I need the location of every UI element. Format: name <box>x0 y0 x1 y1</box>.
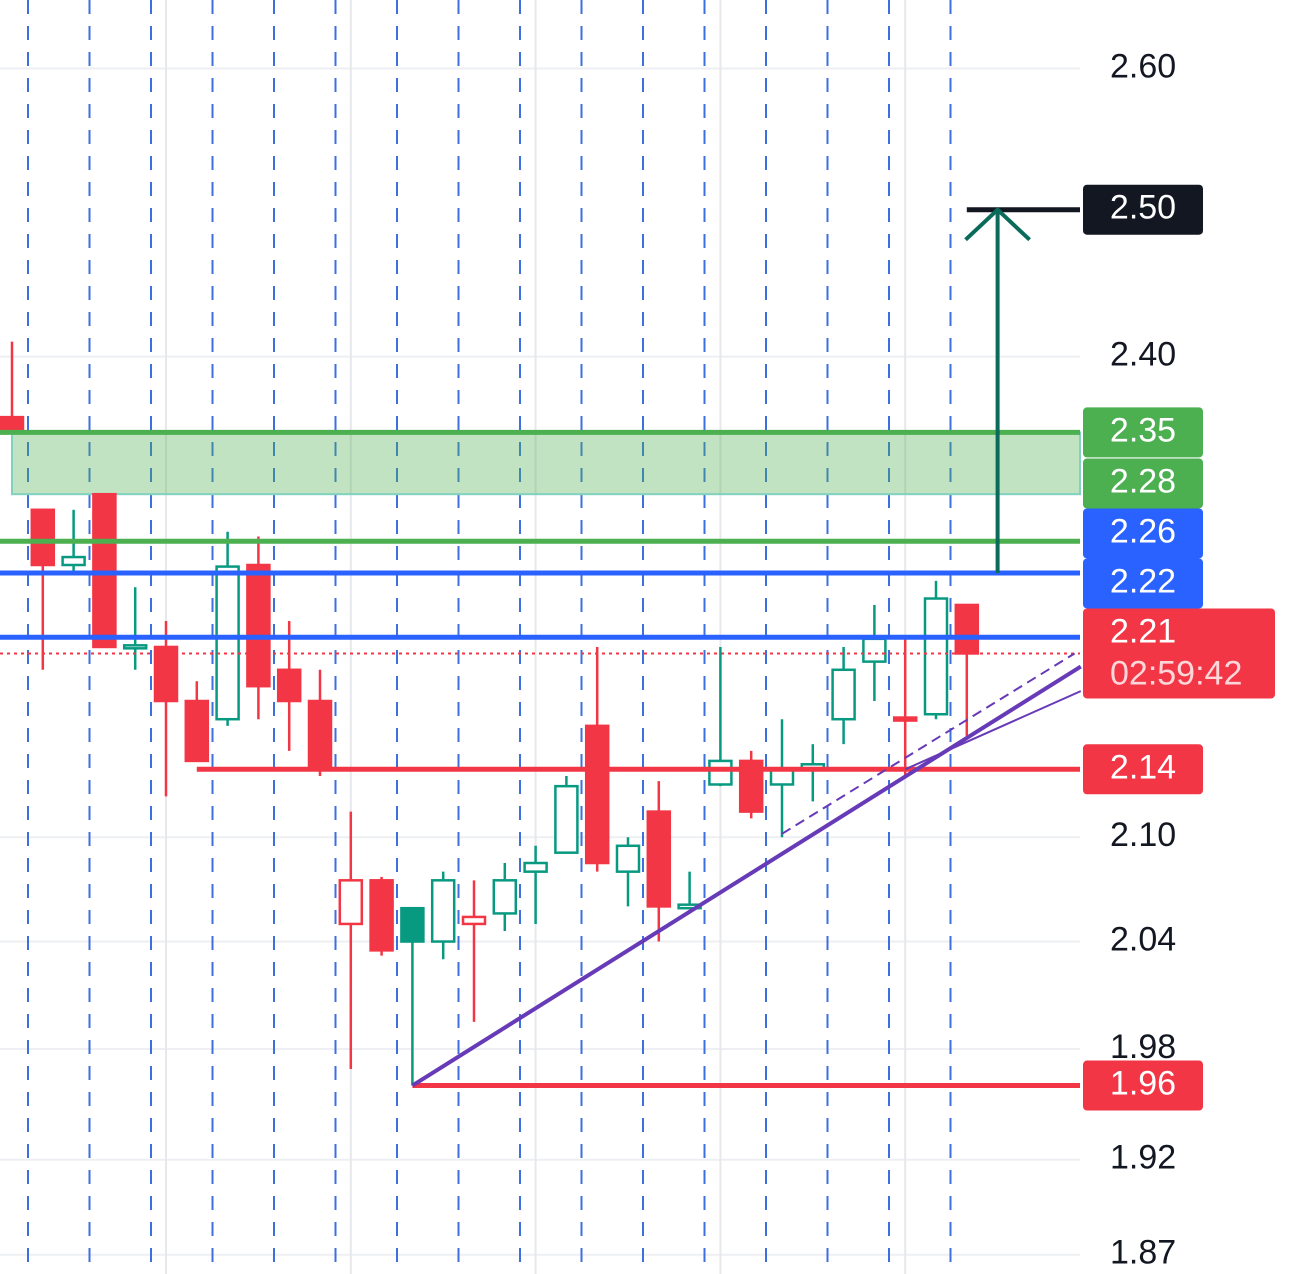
y-tick-label: 2.04 <box>1110 921 1176 959</box>
price-label-box <box>1083 608 1275 699</box>
candle-body <box>615 844 641 873</box>
price-label-box <box>1083 1060 1203 1111</box>
candle-body <box>276 668 302 703</box>
candle-body <box>430 879 456 943</box>
candle-body <box>153 645 179 703</box>
candle-body <box>923 597 949 716</box>
trendline <box>904 690 1082 771</box>
y-tick-label: 2.10 <box>1110 816 1176 854</box>
price-label-box <box>1083 407 1203 458</box>
price-label-box <box>1083 744 1203 795</box>
candle-body <box>61 555 86 567</box>
candle-body <box>215 565 240 721</box>
candle-body <box>369 879 394 952</box>
price-label-box <box>1083 508 1203 559</box>
trendline <box>781 652 1076 835</box>
price-label: 2.14 <box>1110 748 1176 786</box>
candle-body <box>461 915 487 926</box>
price-label-box <box>1083 558 1203 609</box>
y-tick-label: 1.98 <box>1110 1028 1176 1066</box>
candle-body <box>400 906 425 943</box>
candle-body <box>708 759 733 786</box>
candle-body <box>892 716 918 722</box>
price-label: 2.21 <box>1110 612 1176 650</box>
candle-body <box>30 508 56 567</box>
y-tick-label: 2.40 <box>1110 336 1176 374</box>
y-tick-label: 1.87 <box>1110 1234 1176 1272</box>
zone <box>11 431 1081 496</box>
price-label: 2.35 <box>1110 411 1176 449</box>
candle-body <box>338 879 364 926</box>
price-label: 2.22 <box>1110 562 1176 600</box>
candle-body <box>492 879 518 915</box>
candle-body <box>307 699 333 771</box>
price-label: 2.28 <box>1110 462 1176 500</box>
y-tick-label: 2.60 <box>1110 48 1176 86</box>
candle-body <box>554 784 579 854</box>
trendline <box>411 664 1082 1088</box>
candle-body <box>954 603 980 655</box>
countdown: 02:59:42 <box>1110 654 1242 692</box>
price-label: 2.26 <box>1110 512 1176 550</box>
price-label-box <box>1083 184 1203 235</box>
candle-body <box>862 637 887 663</box>
candle-body <box>646 810 672 908</box>
candle-body <box>246 563 271 688</box>
candle-body <box>584 724 610 865</box>
price-label: 2.50 <box>1110 189 1176 227</box>
candle-body <box>738 759 764 813</box>
price-label: 1.96 <box>1110 1065 1176 1103</box>
candle-body <box>831 668 856 721</box>
arrow-head <box>964 206 1031 242</box>
candle-body <box>523 861 548 873</box>
candle-body <box>184 699 210 763</box>
price-label-box <box>1083 458 1203 509</box>
y-tick-label: 1.92 <box>1110 1139 1176 1177</box>
candle-body <box>122 644 148 650</box>
